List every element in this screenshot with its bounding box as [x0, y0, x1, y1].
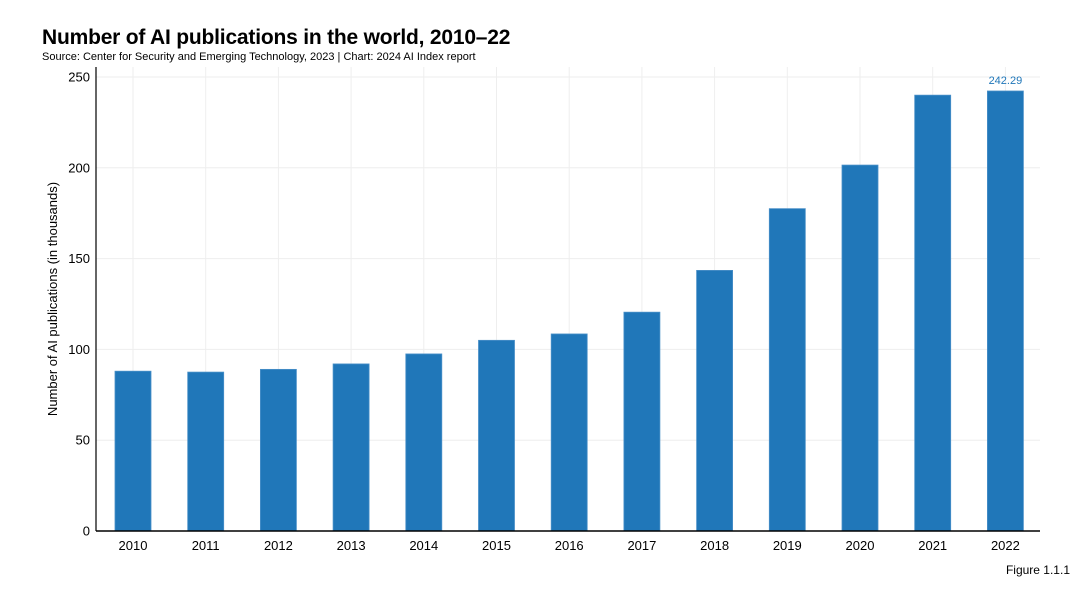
- bar-2021: [914, 94, 952, 532]
- chart-title: Number of AI publications in the world, …: [42, 26, 511, 49]
- x-tick-label: 2021: [918, 538, 947, 553]
- x-tick-label: 2010: [119, 538, 148, 553]
- y-tick-label: 250: [68, 70, 90, 85]
- x-tick-label: 2018: [700, 538, 729, 553]
- bar-2010: [114, 370, 152, 532]
- y-tick-label: 0: [83, 524, 90, 539]
- bar-2019: [768, 208, 806, 532]
- bar-2020: [841, 164, 879, 532]
- y-axis-label: Number of AI publications (in thousands): [45, 182, 60, 416]
- bar-2017: [623, 311, 661, 532]
- x-tick-label: 2022: [991, 538, 1020, 553]
- bars: [114, 90, 1024, 532]
- bar-2022: [987, 90, 1024, 532]
- bar-2012: [259, 368, 297, 532]
- bar-2011: [187, 371, 225, 532]
- y-tick-label: 150: [68, 251, 90, 266]
- axes: [95, 67, 1040, 532]
- figure-label: Figure 1.1.1: [1005, 563, 1070, 577]
- tick-labels: 0 50 100 150 200 250 2010 2011 2012 2013 2014 2015 2…: [68, 70, 1022, 554]
- x-tick-label: 2011: [192, 538, 220, 553]
- bar-2015: [478, 339, 515, 532]
- x-tick-label: 2014: [409, 538, 438, 553]
- x-tick-label: 2012: [264, 538, 293, 553]
- x-tick-label: 2019: [773, 538, 802, 553]
- x-tick-label: 2020: [846, 538, 875, 553]
- y-tick-label: 100: [68, 342, 90, 357]
- bar-2014: [405, 353, 443, 532]
- bar-2013: [332, 363, 370, 532]
- y-tick-label: 50: [76, 433, 90, 448]
- x-tick-label: 2015: [482, 538, 511, 553]
- y-tick-label: 200: [68, 160, 90, 175]
- bar-2018: [696, 270, 733, 532]
- bar-2016: [550, 333, 588, 532]
- data-label: 242.29: [989, 75, 1023, 87]
- chart-subtitle: Source: Center for Security and Emerging…: [42, 51, 476, 63]
- x-tick-label: 2016: [555, 538, 584, 553]
- x-tick-label: 2017: [627, 538, 656, 553]
- x-tick-label: 2013: [337, 538, 366, 553]
